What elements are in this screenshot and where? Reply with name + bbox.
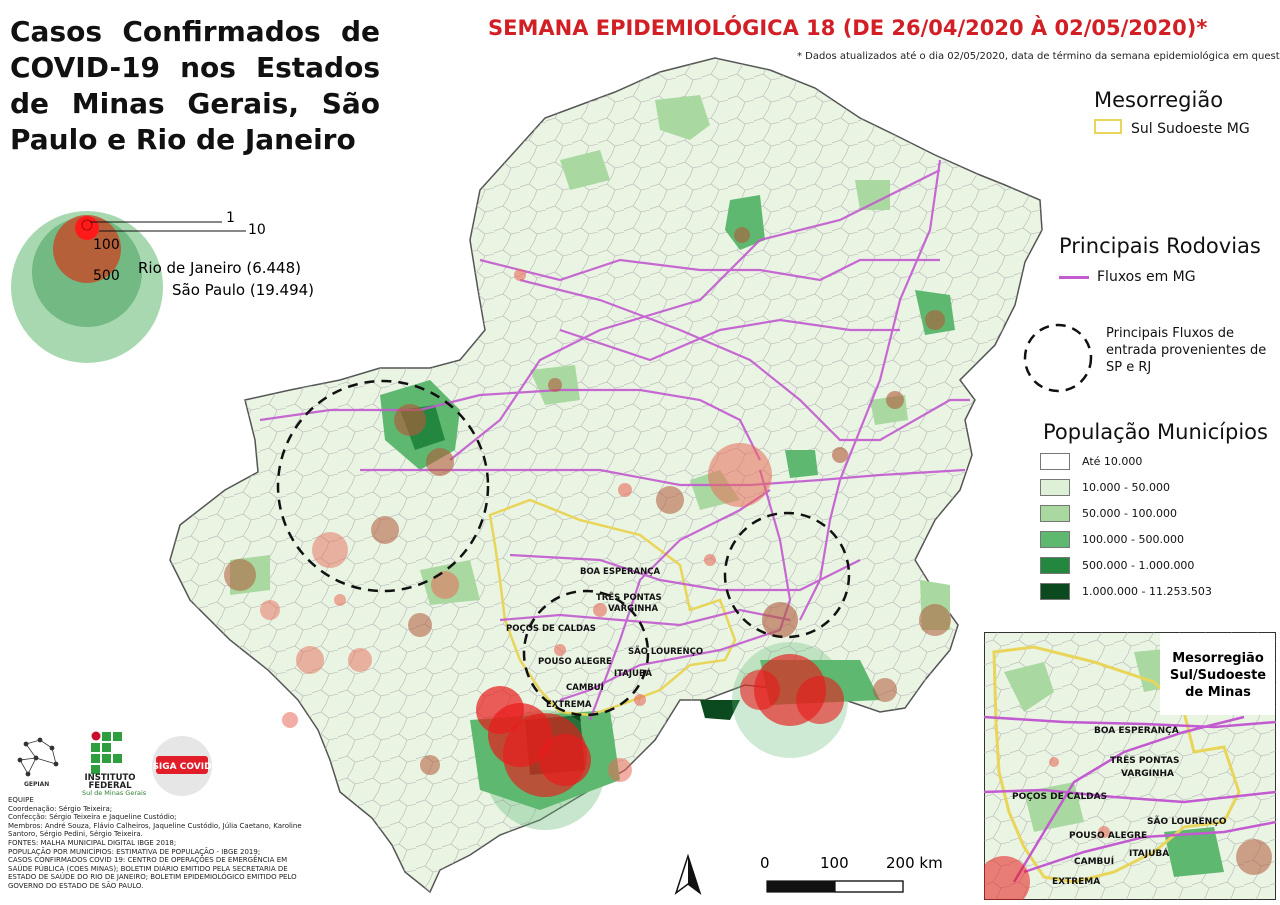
meso-swatch <box>1094 119 1122 134</box>
legend-value-500: 500 <box>93 268 120 284</box>
credits-line: Confecção: Sérgio Teixeira e Jaqueline C… <box>8 813 177 822</box>
city-varginha: VARGINHA <box>608 604 658 614</box>
pop-row: 1.000.000 - 11.253.503 <box>1040 578 1212 604</box>
legend-meso-item: Sul Sudoeste MG <box>1131 121 1250 137</box>
pop-label: Até 10.000 <box>1082 454 1143 468</box>
pop-row: 500.000 - 1.000.000 <box>1040 552 1212 578</box>
inset-city-pocos-de-caldas: POÇOS DE CALDAS <box>1012 792 1107 802</box>
legend-road-title: Principais Rodovias <box>1059 234 1261 258</box>
siga-covid-logo: SIGA COVID <box>152 736 212 796</box>
pop-row: 10.000 - 50.000 <box>1040 474 1212 500</box>
if-name-2: FEDERAL <box>88 781 132 791</box>
inset-city-boa-esperanca: BOA ESPERANÇA <box>1094 726 1179 736</box>
city-boa-esperanca: BOA ESPERANÇA <box>580 567 660 577</box>
pop-swatch <box>1040 582 1070 600</box>
credits: EQUIPE Coordenação: Sérgio Teixeira; Con… <box>8 796 306 891</box>
pop-label: 10.000 - 50.000 <box>1082 480 1170 494</box>
pop-swatch <box>1040 452 1070 470</box>
inset-title-2: Sul/Sudoeste <box>1170 668 1266 683</box>
legend-flow-line-2: entrada provenientes de <box>1106 343 1267 358</box>
scale-label-0: 0 <box>760 854 770 872</box>
pop-row: 100.000 - 500.000 <box>1040 526 1212 552</box>
pop-swatch <box>1040 478 1070 496</box>
pop-label: 100.000 - 500.000 <box>1082 532 1184 546</box>
city-cambui: CAMBUÍ <box>566 681 604 693</box>
legend-pop-list: Até 10.000 10.000 - 50.000 50.000 - 100.… <box>1040 448 1212 604</box>
legend-road-item: Fluxos em MG <box>1097 269 1196 285</box>
credits-line: Coordenação: Sérgio Teixeira; <box>8 804 113 813</box>
city-sao-lourenco: SÃO LOURENÇO <box>628 646 703 657</box>
case-circles <box>224 227 951 830</box>
city-pocos-de-caldas: POÇOS DE CALDAS <box>506 624 596 634</box>
north-arrow-icon <box>674 853 702 896</box>
legend-flow-line-1: Principais Fluxos de <box>1106 326 1235 341</box>
inset-city-varginha: VARGINHA <box>1121 769 1174 779</box>
legend-value-100: 100 <box>93 237 120 253</box>
pop-label: 1.000.000 - 11.253.503 <box>1082 584 1212 598</box>
city-pouso-alegre: POUSO ALEGRE <box>538 657 612 667</box>
inset-map[interactable]: Mesorregião Sul/Sudoeste de Minas BOA ES… <box>984 632 1276 900</box>
inset-city-tres-pontas: TRÊS PONTAS <box>1110 754 1180 766</box>
data-note: * Dados atualizados até o dia 02/05/2020… <box>797 51 1280 62</box>
pop-label: 500.000 - 1.000.000 <box>1082 558 1195 572</box>
sul-sudoeste-boundary <box>488 498 737 717</box>
scale-label-100: 100 <box>820 854 849 872</box>
city-extrema: EXTREMA <box>546 700 592 710</box>
scale-label-200: 200 km <box>886 854 943 872</box>
credits-line: CASOS CONFIRMADOS COVID 19: CENTRO DE OP… <box>8 856 297 890</box>
map-subtitle: SEMANA EPIDEMIOLÓGICA 18 (DE 26/04/2020 … <box>488 16 1208 40</box>
if-logo: INSTITUTO FEDERAL <box>84 731 136 791</box>
map-title: Casos Confirmados de COVID-19 nos Estado… <box>10 15 380 156</box>
credits-line: POPULAÇÃO POR MUNICÍPIOS: ESTIMATIVA DE … <box>8 847 261 856</box>
credits-line: FONTES: MALHA MUNICIPAL DIGITAL IBGE 201… <box>8 838 177 847</box>
legend-sp-label: São Paulo (19.494) <box>172 281 314 299</box>
pop-swatch <box>1040 530 1070 548</box>
inset-city-itajuba: ITAJUBÁ <box>1129 847 1169 859</box>
gepian-logo: GEPIAN <box>17 737 59 788</box>
credits-line: Membros: André Souza, Flávio Calheiros, … <box>8 821 302 839</box>
inset-city-pouso-alegre: POUSO ALEGRE <box>1069 831 1147 841</box>
inset-city-extrema: EXTREMA <box>1052 877 1100 887</box>
inset-title-3: de Minas <box>1185 685 1251 700</box>
siga-name: SIGA COVID <box>152 762 211 772</box>
pop-label: 50.000 - 100.000 <box>1082 506 1177 520</box>
legend-rj-label: Rio de Janeiro (6.448) <box>138 259 301 277</box>
city-itajuba: ITAJUBÁ <box>614 667 652 679</box>
gepian-name: GEPIAN <box>24 781 49 788</box>
legend-value-10: 10 <box>248 222 266 238</box>
pop-row: Até 10.000 <box>1040 448 1212 474</box>
legend-flow-text: Principais Fluxos de entrada proveniente… <box>1106 325 1266 376</box>
legend-pop-title: População Municípios <box>1043 420 1268 444</box>
pop-swatch <box>1040 504 1070 522</box>
credits-line: EQUIPE <box>8 796 34 804</box>
legend-meso-title: Mesorregião <box>1094 88 1224 112</box>
road-swatch <box>1059 276 1089 279</box>
inset-city-sao-lourenco: SÃO LOURENÇO <box>1147 816 1227 827</box>
if-name-3: Sul de Minas Gerais <box>82 789 147 797</box>
inset-title-1: Mesorregião <box>1172 651 1264 666</box>
inset-city-cambui: CAMBUÍ <box>1074 855 1115 867</box>
circle-size-legend: 1 10 100 500 Rio de Janeiro (6.448) São … <box>11 210 314 363</box>
if-name-1: INSTITUTO <box>84 773 135 783</box>
legend-value-1: 1 <box>226 210 235 226</box>
pop-swatch <box>1040 556 1070 574</box>
city-tres-pontas: TRÊS PONTAS <box>596 591 662 603</box>
scale-bar: 0 100 200 km <box>760 854 943 893</box>
flow-circles <box>276 379 851 717</box>
flow-legend-icon <box>1023 323 1093 393</box>
legend-flow-line-3: SP e RJ <box>1106 360 1152 375</box>
pop-row: 50.000 - 100.000 <box>1040 500 1212 526</box>
highways <box>259 159 970 721</box>
